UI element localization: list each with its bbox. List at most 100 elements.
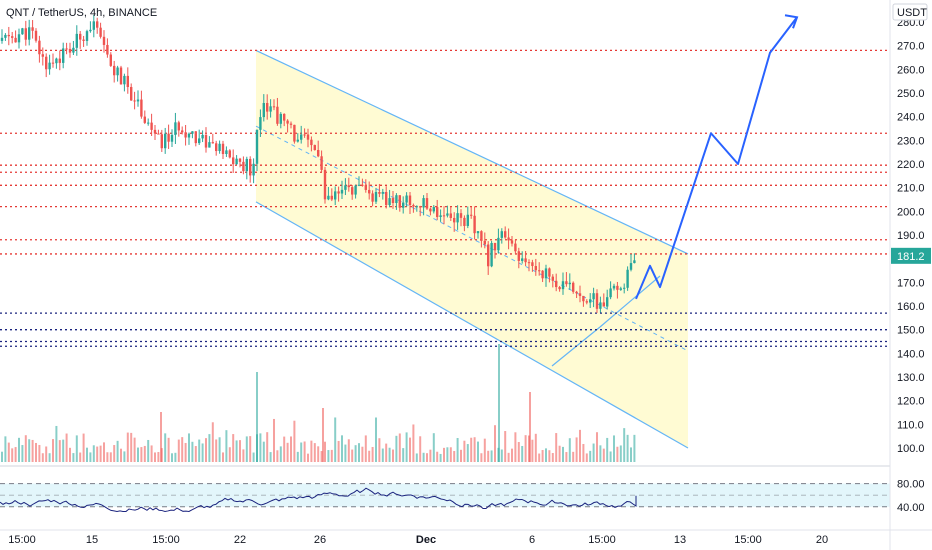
candle-body	[41, 54, 44, 57]
candle	[194, 131, 197, 147]
candle-body	[500, 231, 503, 238]
volume-bar	[538, 453, 541, 462]
candle-body	[184, 132, 187, 138]
candle	[500, 228, 503, 244]
volume-bar	[385, 443, 388, 462]
volume-bar	[456, 438, 459, 462]
candle-body	[490, 243, 493, 267]
time-tick-label: 15:00	[588, 534, 616, 546]
candle-body	[514, 243, 517, 252]
candle	[174, 112, 177, 144]
candle	[558, 285, 561, 292]
candle	[167, 124, 170, 149]
volume-bar	[619, 445, 622, 462]
candle	[89, 21, 92, 33]
candle-body	[578, 293, 582, 296]
candle-body	[191, 131, 194, 134]
volume-bar	[208, 434, 211, 462]
candle	[41, 47, 44, 66]
volume-bar	[303, 441, 306, 462]
candle-body	[116, 67, 119, 76]
candle	[170, 129, 174, 148]
volume-bar	[89, 452, 92, 462]
volume-bar	[228, 447, 231, 462]
candle	[75, 25, 78, 56]
volume-bar	[82, 433, 85, 462]
volume-bar	[106, 452, 109, 462]
candle-body	[181, 130, 184, 133]
candle-body	[249, 158, 252, 176]
candle	[279, 112, 282, 129]
volume-bar	[398, 433, 401, 462]
candle-body	[109, 54, 112, 66]
candle-body	[568, 282, 571, 285]
candle	[456, 205, 459, 230]
volume-bar	[347, 439, 350, 462]
candle-body	[201, 134, 204, 139]
candle	[436, 199, 439, 221]
candle-body	[534, 266, 537, 271]
volume-bar	[313, 443, 316, 462]
candle-body	[293, 124, 296, 142]
candle	[160, 129, 163, 152]
price-tick-label: 160.0	[897, 301, 925, 313]
candle	[582, 295, 585, 307]
candle	[578, 285, 582, 303]
candle-body	[221, 143, 225, 155]
candle	[116, 65, 119, 82]
candle-body	[266, 102, 269, 112]
candle-body	[476, 231, 480, 234]
volume-bar	[286, 442, 289, 462]
volume-bar	[283, 436, 286, 462]
volume-bar	[147, 439, 150, 462]
candle	[48, 54, 51, 75]
volume-bar	[120, 448, 122, 462]
volume-bar	[75, 435, 78, 462]
candle-body	[459, 213, 463, 218]
candle	[0, 29, 4, 44]
candle	[453, 212, 456, 232]
candle-body	[136, 99, 140, 102]
candle-body	[72, 47, 75, 53]
candle	[286, 119, 289, 133]
volume-bar	[96, 446, 99, 462]
horizontal-levels	[0, 49, 890, 347]
candle	[204, 127, 208, 153]
volume-bar	[419, 436, 422, 462]
candle-body	[7, 34, 10, 37]
candle	[425, 192, 429, 211]
candle-body	[633, 260, 636, 264]
candle	[514, 239, 517, 254]
candle-body	[58, 58, 61, 63]
volume-bar	[613, 435, 615, 462]
candle	[344, 178, 347, 196]
candle	[633, 253, 636, 264]
candle-body	[252, 163, 255, 176]
volume-bar	[562, 446, 564, 462]
candle-body	[616, 285, 619, 290]
candle	[320, 150, 323, 172]
volume-bar	[48, 453, 51, 462]
candle-body	[17, 34, 21, 43]
volume-bar	[412, 424, 415, 462]
candle	[310, 136, 313, 152]
volume-bar	[596, 432, 598, 462]
candle-body	[323, 169, 327, 200]
candle	[534, 258, 537, 276]
candle-body	[391, 198, 395, 203]
candle	[364, 179, 367, 193]
candle-body	[317, 150, 320, 157]
candle	[65, 42, 68, 55]
candle	[269, 99, 272, 118]
price-channel	[255, 49, 689, 449]
candle	[313, 144, 316, 151]
candle	[99, 22, 102, 39]
candle-body	[99, 27, 102, 37]
candle	[303, 128, 306, 138]
candle	[306, 128, 310, 148]
candle	[106, 38, 109, 58]
candle-body	[480, 231, 483, 241]
volume-bar	[555, 433, 558, 462]
candle	[524, 250, 527, 267]
